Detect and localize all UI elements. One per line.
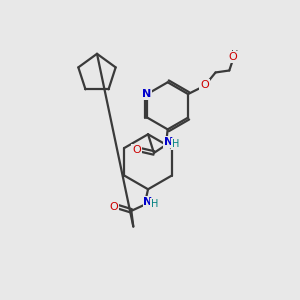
Text: N: N — [143, 197, 153, 207]
Text: H: H — [172, 139, 179, 149]
Text: H: H — [151, 199, 159, 209]
Text: N: N — [164, 137, 173, 147]
Text: O: O — [229, 52, 238, 62]
Text: H: H — [230, 50, 238, 60]
Text: O: O — [132, 145, 141, 155]
Text: N: N — [142, 89, 151, 99]
Text: O: O — [109, 202, 118, 212]
Text: O: O — [200, 80, 209, 90]
